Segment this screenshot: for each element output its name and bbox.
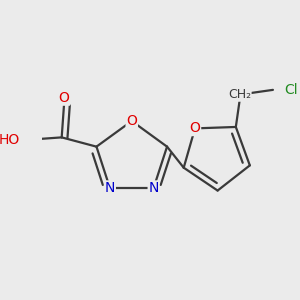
Text: Cl: Cl — [284, 83, 298, 97]
Text: O: O — [190, 122, 200, 135]
Text: N: N — [148, 181, 159, 195]
Text: CH₂: CH₂ — [228, 88, 251, 101]
Text: HO: HO — [0, 133, 20, 147]
Text: O: O — [126, 114, 137, 128]
Text: N: N — [105, 181, 115, 195]
Text: O: O — [58, 91, 69, 105]
